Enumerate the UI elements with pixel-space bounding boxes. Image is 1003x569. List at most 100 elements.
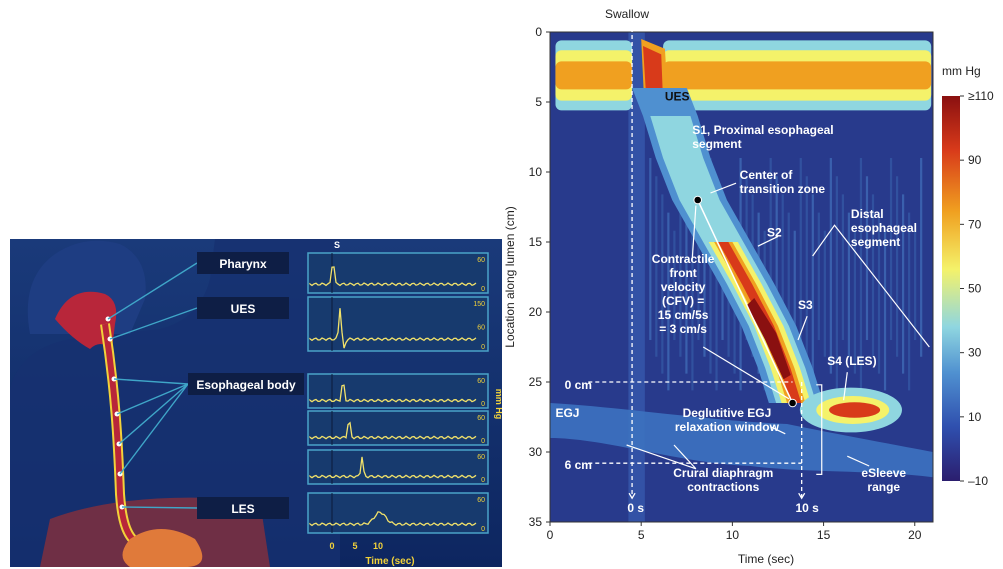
trace-scale-bottom: 0 [481,401,485,408]
colorbar-tick-label: 30 [968,346,982,360]
x-tick-label: 5 [638,528,645,542]
label-box-ues [197,297,289,319]
x-tick-label: 20 [908,528,922,542]
pharynx-shape [55,291,117,349]
annotation-arrow [847,455,870,467]
pressure-topography-chart: Swallow 0 5 10 15 20 0 5 10 15 20 25 30 35 Time (se… [503,7,994,566]
annotation-cfv: Contractile front velocity (CFV) = 15 cm/5s =… [652,252,715,336]
trace-line [309,456,477,479]
ues-band [555,39,932,116]
trace-box [307,410,489,446]
pressure-traces: 60 0 150 60 0 60 0 60 0 60 0 60 0 [307,252,489,534]
annotation-s2: S2 [767,225,782,239]
trace-line [309,384,477,403]
annotation-s3: S3 [798,298,813,312]
trace-scale-bottom: 0 [481,438,485,445]
trace-scale-top: 60 [477,415,485,422]
x-axis: 0 5 10 15 20 [547,522,922,542]
swallow-marker: S [334,240,340,250]
annotation-crural: Crural diaphragm contractions [673,466,773,494]
trace-line [309,266,477,287]
cfv-line [693,195,797,408]
trace-scale-top: 60 [477,378,485,385]
head-silhouette [27,240,146,334]
trace-scale-top: 60 [477,454,485,461]
trace-panel-body-3: 60 0 [307,449,489,485]
colorbar-tick-label: 70 [968,217,982,231]
trace-scale-bottom: 0 [481,526,485,533]
annotation-distal-segment: Distal esophageal segment [851,207,917,249]
trace-scale-top: 150 [473,301,485,308]
trace-scale-bottom: 0 [481,344,485,351]
annotation-arrow [691,205,697,259]
annotation-esleeve: eSleeve range [861,466,906,494]
leader-lines [107,262,198,509]
plot-frame [549,31,934,523]
annotation-arrow [626,444,697,470]
x-axis-label: Time (sec) [738,552,794,566]
trace-box [307,492,489,534]
annotation-arrow [702,346,790,400]
annotation-0cm: 0 cm [565,378,592,392]
trace-panel-pharynx: 60 0 [307,252,489,294]
annotation-swallow: Swallow [605,7,649,21]
annotation-center-transition: Center of transition zone [740,168,826,196]
distal-bracket [812,224,930,348]
x-tick-label: 15 [817,528,831,542]
cfv-end-point [788,398,797,408]
annotation-10s: 10 s [795,501,819,515]
y-tick-label: 20 [529,305,543,319]
leader-line [113,378,189,385]
y-tick-label: 0 [535,25,542,39]
esleeve-bracket [816,384,823,475]
trace-panel-ues: 150 60 0 [307,296,489,352]
y-tick-label: 25 [529,375,543,389]
annotation-arrow [770,426,786,435]
annotation-s1: S1, Proximal esophageal segment [692,123,833,151]
time-label: Time (sec) [365,556,414,567]
trace-scale-top: 60 [477,497,485,504]
annotation-arrow [673,444,697,470]
stomach-shape [122,529,203,567]
reference-lines [588,28,806,500]
ues-layer [555,61,633,90]
time-tick-label: 0 [329,541,334,551]
annotation-s4: S4 (LES) [827,354,876,368]
body-silhouette [10,239,340,567]
colorbar-tick-label: 50 [968,282,982,296]
colorbar-tick-label: 10 [968,410,982,424]
y-axis: 0 5 10 15 20 25 30 35 [529,25,550,529]
leader-line [119,383,189,475]
label-esophageal-body: Esophageal body [196,378,296,392]
y-tick-label: 15 [529,235,543,249]
les-contour [829,402,881,418]
trace-box [307,449,489,485]
annotation-egj: EGJ [555,406,579,420]
x-tick-label: 10 [726,528,740,542]
trace-scale-top: 60 [477,257,485,264]
label-box-pharynx [197,252,289,274]
trace-scale-bottom: 0 [481,477,485,484]
trace-box [307,373,489,409]
annotation-arrow [710,182,737,194]
annotation-ues: UES [665,90,690,104]
trace-line [309,308,477,349]
y-axis-label: Location along lumen (cm) [503,206,517,347]
leader-line [107,262,198,320]
annotation-6cm: 6 cm [565,458,592,472]
heatmap-area [550,32,933,522]
label-box-les [197,497,289,519]
label-ues: UES [231,302,256,316]
colorbar [942,96,960,481]
label-les: LES [231,502,254,516]
colorbar-tick-label: 90 [968,153,982,167]
annotation-arrow [757,235,779,247]
leader-line [118,383,189,445]
x-tick-label: 0 [547,528,554,542]
unit-label: mm Hg [494,389,502,420]
y-tick-label: 30 [529,445,543,459]
trace-panel-body-2: 60 0 [307,410,489,446]
egj-band [550,403,933,478]
ues-layer [663,61,932,90]
time-tick-label: 10 [373,541,383,551]
